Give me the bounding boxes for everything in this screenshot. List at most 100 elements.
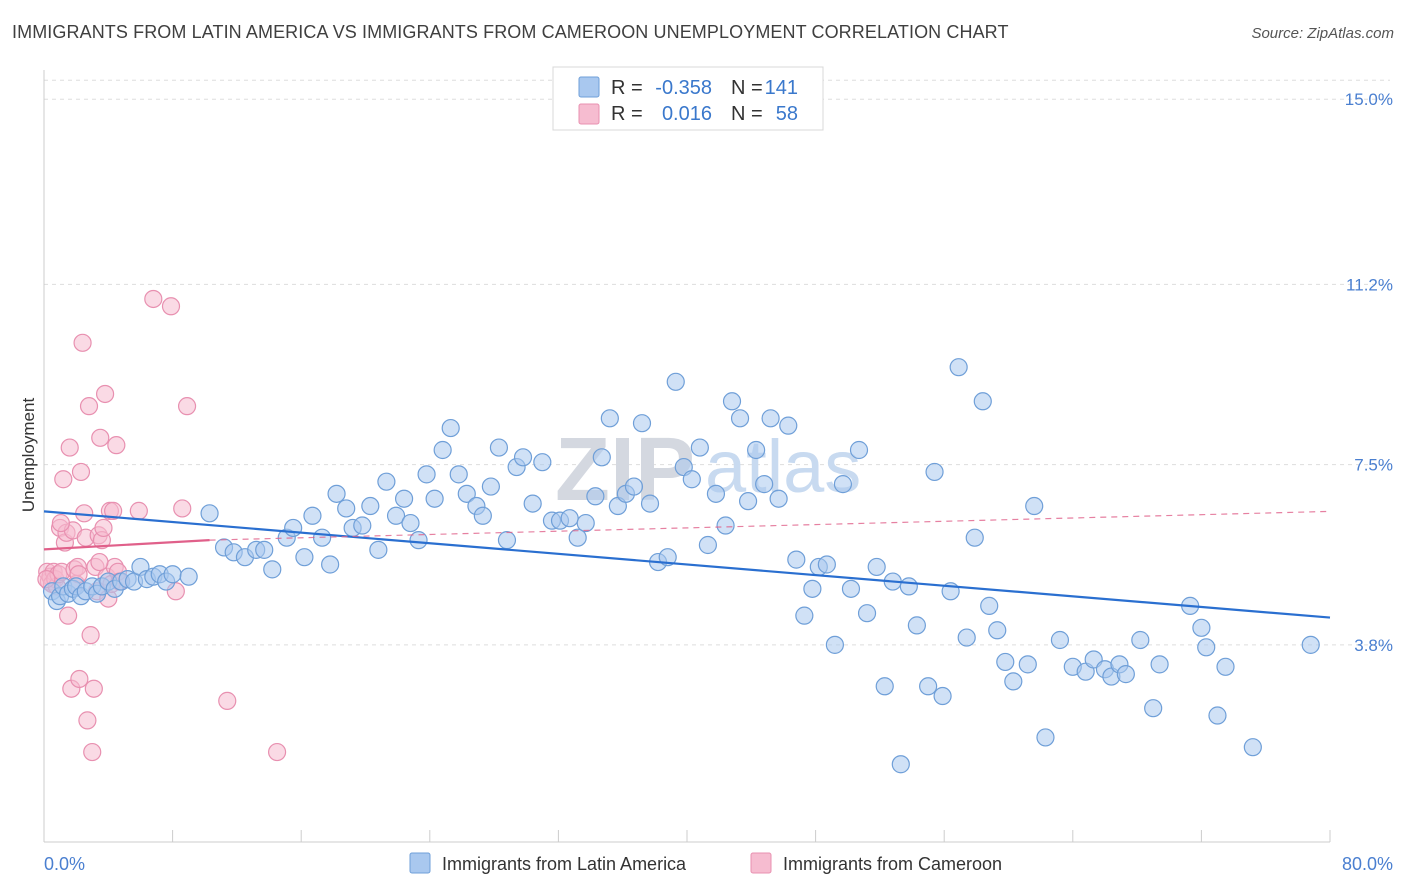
latin-america-point — [409, 531, 428, 550]
latin-america-point — [779, 416, 798, 435]
latin-america-point — [568, 528, 587, 547]
cameroon-point — [90, 552, 109, 572]
latin-america-point — [377, 472, 396, 491]
latin-america-point — [284, 518, 303, 538]
latin-america-point — [489, 438, 509, 457]
latin-america-point — [949, 358, 968, 377]
cameroon-point — [177, 397, 197, 416]
cameroon-point — [161, 297, 181, 316]
latin-america-point — [255, 540, 274, 559]
correlation-legend: R = -0.358 N = 141 R = 0.016 N = 58 — [552, 66, 824, 131]
latin-america-point — [891, 755, 910, 774]
latin-america-point — [825, 635, 844, 654]
latin-america-point — [592, 448, 611, 467]
latin-america-point — [769, 489, 788, 508]
latin-america-point — [899, 577, 918, 596]
y-tick-label: 11.2% — [1346, 275, 1393, 294]
latin-america-point — [303, 506, 322, 525]
latin-america-point — [449, 465, 468, 484]
latin-america-point — [849, 440, 869, 460]
latin-america-point — [787, 550, 806, 569]
bottom-legend-swatch-pink — [750, 852, 772, 874]
latin-america-point — [755, 475, 774, 494]
latin-america-point — [457, 484, 476, 503]
latin-america-point — [481, 477, 500, 496]
latin-america-point — [690, 438, 709, 457]
latin-america-point — [295, 548, 314, 567]
cameroon-point — [71, 462, 91, 482]
latin-america-point — [706, 484, 726, 503]
latin-america-point — [795, 606, 814, 625]
cameroon-point — [84, 679, 103, 698]
cameroon-point — [267, 742, 287, 762]
latin-america-point — [533, 453, 552, 472]
latin-america-point — [1050, 630, 1070, 650]
latin-america-point — [327, 484, 346, 503]
latin-america-point — [730, 409, 750, 428]
cameroon-point — [83, 742, 102, 762]
latin-america-point — [747, 440, 766, 460]
latin-america-point — [640, 494, 660, 513]
latin-america-point — [973, 392, 992, 411]
latin-america-point — [401, 513, 420, 533]
cameroon-point — [79, 397, 99, 416]
cameroon-point — [218, 691, 237, 710]
latin-america-point — [386, 506, 406, 525]
latin-america-point — [1036, 728, 1055, 747]
latin-america-point — [722, 392, 742, 411]
latin-america-point — [361, 496, 380, 516]
latin-america-point — [1216, 657, 1235, 676]
trend-lines — [43, 510, 1331, 619]
latin-america-point — [179, 567, 198, 586]
latin-america-point — [1131, 630, 1150, 650]
bottom-legend-label-2: Immigrants from Cameroon — [783, 854, 1002, 874]
latin-america-point — [1197, 638, 1216, 657]
latin-america-point — [761, 409, 780, 428]
watermark: ZIP atlas — [555, 420, 861, 520]
latin-america-point — [586, 487, 605, 506]
latin-america-point — [957, 628, 976, 647]
latin-america-point — [353, 516, 372, 535]
axes — [43, 70, 1331, 843]
latin-america-point — [1301, 635, 1320, 654]
latin-america-point — [441, 418, 460, 438]
latin-america-point — [433, 440, 452, 460]
latin-america-point — [1150, 655, 1169, 674]
cameroon-point — [173, 499, 192, 518]
latin-america-point — [857, 604, 877, 623]
latin-america-point — [716, 516, 735, 535]
latin-america-point — [1144, 699, 1163, 718]
latin-america-point — [875, 677, 894, 696]
latin-america-point — [263, 560, 282, 579]
cameroon-trend-extension — [209, 510, 1331, 541]
latin-america-point — [200, 504, 219, 523]
legend-swatch-pink — [578, 103, 600, 125]
cameroon-trend-line — [43, 539, 210, 551]
cameroon-point — [51, 513, 70, 533]
x-tick-label-right: 80.0% — [1342, 854, 1393, 874]
cameroon-point — [129, 501, 148, 520]
latin-america-trend-line — [43, 510, 1331, 619]
latin-america-point — [933, 686, 952, 706]
legend-n-value-1: 141 — [765, 77, 798, 99]
latin-america-point — [738, 492, 758, 511]
latin-america-point — [996, 652, 1015, 672]
latin-america-point — [919, 677, 938, 696]
cameroon-point — [78, 711, 97, 730]
latin-america-point — [907, 616, 926, 635]
x-tick-label-left: 0.0% — [44, 854, 85, 874]
legend-swatch-blue — [578, 76, 600, 98]
latin-america-point — [425, 489, 444, 508]
cameroon-point — [60, 438, 79, 457]
latin-america-point — [1116, 665, 1135, 684]
legend-r-value-1: -0.358 — [655, 77, 712, 99]
latin-america-point — [1018, 655, 1037, 674]
y-tick-labels: 3.8% 7.5% 11.2% 15.0% — [1345, 90, 1393, 655]
cameroon-point — [95, 384, 115, 404]
cameroon-point — [94, 518, 113, 538]
latin-america-point — [682, 470, 701, 489]
latin-america-point — [417, 465, 436, 484]
latin-america-point — [632, 414, 652, 433]
latin-america-point — [337, 499, 356, 518]
